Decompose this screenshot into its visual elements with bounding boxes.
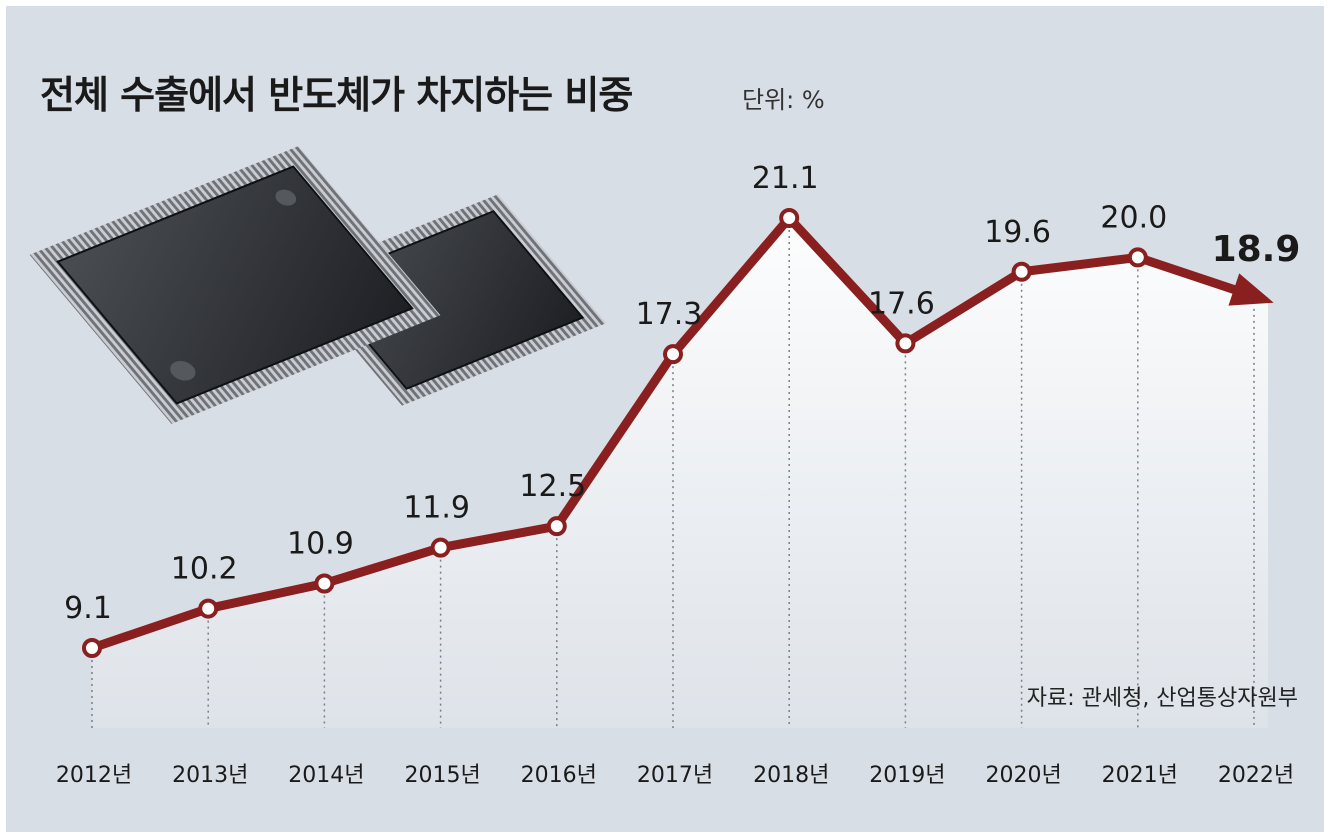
data-point xyxy=(82,638,102,658)
x-tick-label: 2021년 xyxy=(1102,763,1178,788)
data-label: 21.1 xyxy=(752,161,819,196)
data-point xyxy=(779,208,800,228)
x-axis-labels: 2012년 2013년 2014년 2015년 2016년 2017년 2018년 2019년… xyxy=(56,763,1294,788)
x-tick-label: 2022년 xyxy=(1218,763,1294,788)
data-label: 11.9 xyxy=(403,491,470,526)
x-tick-label: 2019년 xyxy=(869,763,945,788)
source-note: 자료: 관세청, 산업통상자원부 xyxy=(1026,686,1298,711)
data-label: 17.6 xyxy=(868,286,935,321)
line-end-arrow xyxy=(1228,273,1274,306)
data-point xyxy=(663,344,683,365)
x-tick-label: 2020년 xyxy=(985,763,1061,788)
data-point xyxy=(198,598,219,619)
data-labels: 9.1 10.2 10.9 11.9 12.5 17.3 21.1 17.6 19.6 20.0 1… xyxy=(64,161,1300,626)
x-tick-label: 2013년 xyxy=(172,763,248,788)
x-tick-label: 2015년 xyxy=(404,763,480,788)
data-label: 12.5 xyxy=(519,469,586,504)
data-point xyxy=(546,516,567,537)
unit-label: 단위: % xyxy=(742,86,825,114)
data-label: 10.9 xyxy=(287,527,354,562)
data-point xyxy=(314,573,335,594)
semiconductor-chips-image xyxy=(29,146,607,424)
data-label: 19.6 xyxy=(984,215,1051,250)
data-label: 9.1 xyxy=(64,591,112,626)
guide-lines xyxy=(91,230,1255,728)
x-tick-label: 2016년 xyxy=(521,763,597,788)
data-label: 18.9 xyxy=(1212,229,1301,270)
data-point xyxy=(1127,247,1148,268)
data-point xyxy=(895,333,916,354)
data-label: 20.0 xyxy=(1100,200,1167,235)
data-point xyxy=(1011,261,1032,282)
x-tick-label: 2017년 xyxy=(637,763,713,788)
chart-title: 전체 수출에서 반도체가 차지하는 비중 xyxy=(40,73,633,117)
x-tick-label: 2014년 xyxy=(288,763,364,788)
data-point xyxy=(430,537,451,558)
area-fill xyxy=(92,218,1268,728)
data-label: 10.2 xyxy=(171,552,238,587)
data-markers xyxy=(82,208,1148,658)
data-label: 17.3 xyxy=(636,297,703,332)
x-tick-label: 2012년 xyxy=(56,763,132,788)
x-tick-label: 2018년 xyxy=(753,763,829,788)
